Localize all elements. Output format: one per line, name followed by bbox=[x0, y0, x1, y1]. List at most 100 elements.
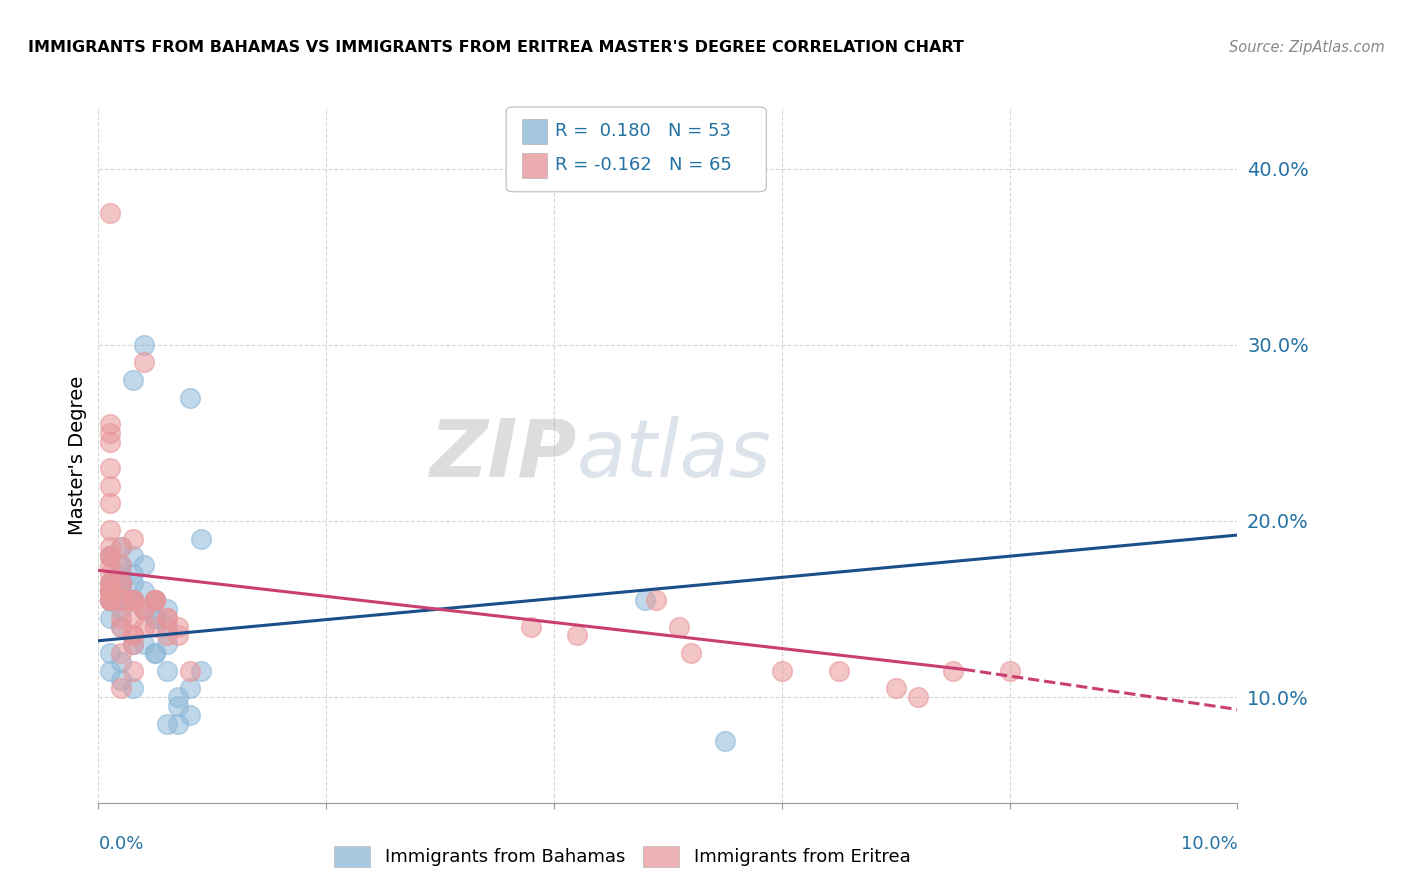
Point bbox=[132, 602, 155, 616]
Point bbox=[110, 541, 132, 555]
Point bbox=[98, 461, 121, 475]
Point bbox=[145, 593, 167, 607]
Point bbox=[121, 628, 143, 642]
Point bbox=[110, 541, 132, 555]
Text: ZIP: ZIP bbox=[429, 416, 576, 494]
Point bbox=[679, 646, 702, 660]
Point bbox=[98, 593, 121, 607]
Point bbox=[98, 575, 121, 590]
Point bbox=[179, 664, 201, 678]
Point bbox=[98, 549, 121, 564]
Legend: Immigrants from Bahamas, Immigrants from Eritrea: Immigrants from Bahamas, Immigrants from… bbox=[328, 838, 918, 874]
Point bbox=[121, 637, 143, 651]
Point bbox=[121, 593, 143, 607]
Point bbox=[98, 541, 121, 555]
Point bbox=[121, 593, 143, 607]
Point bbox=[110, 584, 132, 599]
Point bbox=[98, 575, 121, 590]
Point bbox=[98, 584, 121, 599]
Point bbox=[156, 611, 179, 625]
Text: atlas: atlas bbox=[576, 416, 772, 494]
Point bbox=[110, 566, 132, 581]
Point bbox=[942, 664, 965, 678]
Point bbox=[110, 646, 132, 660]
Point bbox=[167, 716, 190, 731]
Point bbox=[98, 417, 121, 431]
Point bbox=[145, 593, 167, 607]
Point bbox=[110, 575, 132, 590]
Point bbox=[132, 602, 155, 616]
Point bbox=[98, 593, 121, 607]
Point bbox=[98, 479, 121, 493]
Text: R = -0.162   N = 65: R = -0.162 N = 65 bbox=[555, 156, 733, 174]
Point bbox=[121, 593, 143, 607]
Point bbox=[132, 558, 155, 572]
Point bbox=[145, 620, 167, 634]
Text: 10.0%: 10.0% bbox=[1181, 835, 1237, 853]
Point bbox=[156, 620, 179, 634]
Point bbox=[121, 664, 143, 678]
Point bbox=[98, 611, 121, 625]
Point bbox=[156, 611, 179, 625]
Point bbox=[145, 611, 167, 625]
Point bbox=[98, 664, 121, 678]
Text: IMMIGRANTS FROM BAHAMAS VS IMMIGRANTS FROM ERITREA MASTER'S DEGREE CORRELATION C: IMMIGRANTS FROM BAHAMAS VS IMMIGRANTS FR… bbox=[28, 40, 965, 55]
Point bbox=[110, 575, 132, 590]
Point bbox=[145, 593, 167, 607]
Point bbox=[156, 602, 179, 616]
Point bbox=[121, 611, 143, 625]
Point bbox=[156, 716, 179, 731]
Point bbox=[98, 584, 121, 599]
Point bbox=[110, 593, 132, 607]
Point bbox=[190, 664, 212, 678]
Point bbox=[110, 611, 132, 625]
Point bbox=[98, 584, 121, 599]
Point bbox=[145, 646, 167, 660]
Y-axis label: Master's Degree: Master's Degree bbox=[69, 376, 87, 534]
Point bbox=[110, 558, 132, 572]
Point bbox=[121, 373, 143, 387]
Point bbox=[132, 584, 155, 599]
Point bbox=[110, 593, 132, 607]
Point bbox=[132, 338, 155, 352]
Point bbox=[190, 532, 212, 546]
Point bbox=[110, 575, 132, 590]
Point bbox=[98, 558, 121, 572]
Point bbox=[121, 549, 143, 564]
Point bbox=[714, 734, 737, 748]
Point bbox=[121, 593, 143, 607]
Point bbox=[167, 698, 190, 713]
Text: 0.0%: 0.0% bbox=[98, 835, 143, 853]
Text: Source: ZipAtlas.com: Source: ZipAtlas.com bbox=[1229, 40, 1385, 55]
Point bbox=[634, 593, 657, 607]
Point bbox=[520, 620, 543, 634]
Point bbox=[121, 566, 143, 581]
Point bbox=[98, 425, 121, 440]
Point bbox=[167, 690, 190, 705]
Point bbox=[770, 664, 793, 678]
Point bbox=[145, 611, 167, 625]
Point bbox=[179, 681, 201, 696]
Point bbox=[156, 664, 179, 678]
Point bbox=[145, 646, 167, 660]
Point bbox=[110, 575, 132, 590]
Point bbox=[110, 593, 132, 607]
Point bbox=[98, 549, 121, 564]
Point bbox=[98, 205, 121, 219]
Point bbox=[110, 602, 132, 616]
Point bbox=[98, 593, 121, 607]
Point bbox=[110, 655, 132, 669]
Point bbox=[98, 434, 121, 449]
Text: R =  0.180   N = 53: R = 0.180 N = 53 bbox=[555, 122, 731, 140]
Point bbox=[98, 523, 121, 537]
Point bbox=[907, 690, 929, 705]
Point bbox=[98, 575, 121, 590]
Point bbox=[121, 593, 143, 607]
Point bbox=[121, 681, 143, 696]
Point bbox=[132, 620, 155, 634]
Point bbox=[98, 646, 121, 660]
Point bbox=[145, 593, 167, 607]
Point bbox=[110, 620, 132, 634]
Point bbox=[998, 664, 1021, 678]
Point bbox=[121, 628, 143, 642]
